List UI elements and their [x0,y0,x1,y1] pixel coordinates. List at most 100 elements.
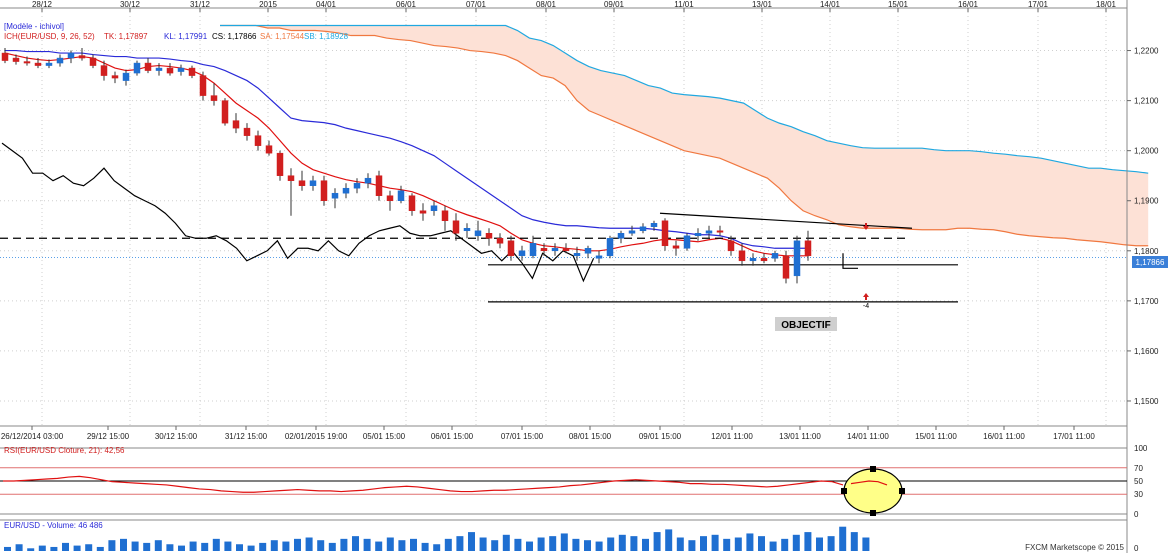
candle-body [694,233,702,237]
volume-bar [537,537,545,551]
bottom-date-label: 14/01 11:00 [847,432,889,441]
candle-body [474,230,482,237]
volume-label: EUR/USD - Volume: 46 486 [4,521,103,530]
candle-body [672,245,680,249]
bottom-date-label: 06/01 15:00 [431,432,474,441]
volume-bar [560,533,568,551]
objectif-label-box: OBJECTIF [775,317,837,331]
candle-body [540,248,548,252]
candle-body [232,120,240,129]
y-tick-label: 1,2100 [1134,97,1159,106]
volume-bar [15,544,23,551]
candle-body [12,57,20,62]
volume-bar [456,536,464,551]
top-date-label: 14/01 [820,0,841,9]
volume-bar [120,538,127,551]
volume-bar [328,542,336,551]
candle-body [749,258,757,262]
volume-bar [491,540,499,551]
volume-bar [410,538,417,551]
volume-bar [827,536,835,551]
candle-body [166,67,174,74]
candle-body [111,75,119,79]
senkou-a-line [220,24,1149,247]
volume-bar [108,540,116,551]
rsi-tick-label: 30 [1134,490,1143,499]
candle-body [573,253,581,257]
candle-body [320,180,328,201]
candle-body [309,180,317,186]
candle-body [1,52,9,61]
volume-bar [630,536,638,551]
volume-bar [468,532,475,551]
candle-body [463,228,471,232]
candle-body [529,243,537,257]
volume-bar [618,534,626,551]
candle-body [177,67,185,72]
rsi-tick-label: 50 [1134,477,1143,486]
volume-bar [340,538,348,551]
candle-body [650,223,658,228]
candle-body [771,253,779,259]
volume-bar [572,538,580,551]
candle-body [738,250,746,262]
candle-body [375,175,383,196]
bottom-date-label: 05/01 15:00 [363,432,406,441]
volume-bar [73,545,81,551]
candle-body [331,192,339,199]
volume-bar [607,537,615,551]
volume-bar [386,537,394,551]
candle-body [254,135,262,146]
candle-body [23,61,31,64]
volume-bar [398,540,406,551]
volume-bar [711,534,719,551]
candle-body [210,95,218,101]
rsi-line-highlight [850,480,888,486]
signal-label: -4 [863,303,869,310]
legend-model: [Modèle - ichivol] [4,22,64,31]
candle-body [804,240,812,257]
top-date-label: 07/01 [466,0,487,9]
candle-body [34,62,42,66]
volume-panel: 0 [0,519,1139,553]
candle-body [89,57,97,66]
candle-body [133,62,141,74]
top-date-label: 15/01 [888,0,909,9]
watermark: FXCM Marketscope © 2015 [1025,543,1124,552]
volume-bar [792,534,800,551]
y-tick-label: 1,1800 [1134,247,1159,256]
volume-bar [294,538,301,551]
legend-tk: TK: 1,17897 [104,32,148,41]
chikou-line [1,142,595,283]
ellipse-handle [841,488,847,494]
candle-body [628,230,636,234]
volume-bar [363,538,371,551]
volume-bar [166,544,174,551]
volume-bar [143,542,151,551]
y-tick-label: 1,2000 [1134,147,1159,156]
volume-bar [723,538,731,551]
candle-body [727,240,735,252]
volume-bar [676,537,684,551]
volume-bar [96,546,104,551]
candle-body [606,238,614,257]
cloud-fill [220,25,1149,246]
candle-body [441,210,449,222]
top-date-label: 08/01 [536,0,557,9]
candle-body [386,195,394,201]
candle-body [408,195,416,211]
candle-body [716,230,724,233]
volume-bar [131,541,139,551]
candle-body [419,210,427,214]
volume-bar [27,548,35,551]
volume-bar [305,537,313,551]
bottom-date-label: 30/12 15:00 [155,432,198,441]
volume-bar [746,533,754,551]
top-date-label: 2015 [259,0,277,9]
bottom-date-label: 26/12/2014 03:00 [1,432,64,441]
volume-bar [549,536,557,551]
candle-body [188,67,196,76]
candle-body [45,62,53,66]
